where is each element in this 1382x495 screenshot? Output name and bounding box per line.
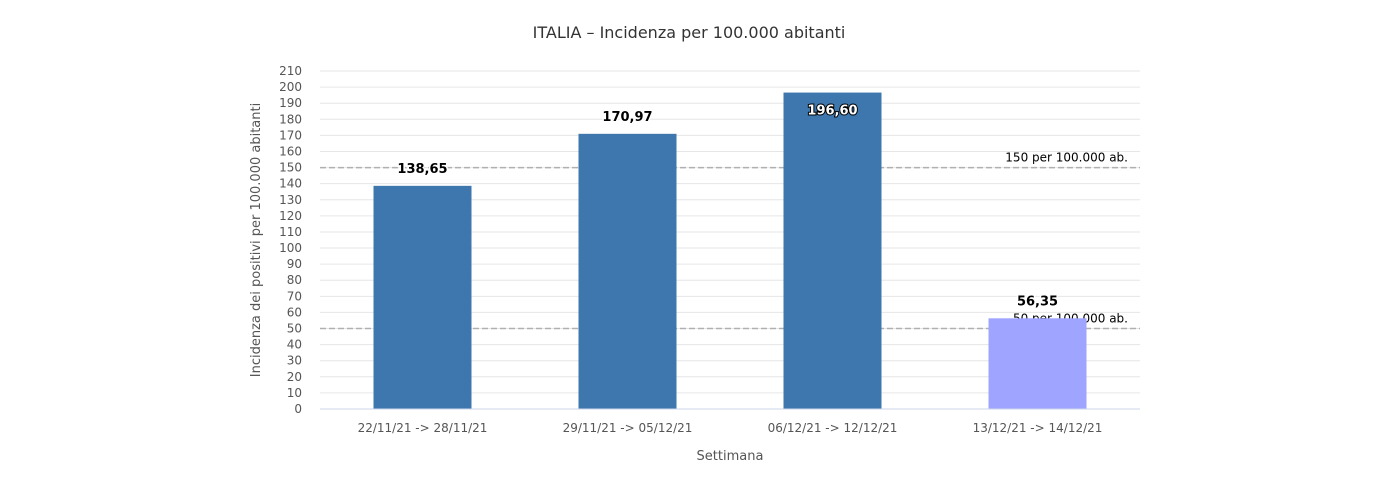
x-tick-label: 22/11/21 -> 28/11/21 <box>358 421 488 435</box>
y-tick-label: 140 <box>279 177 302 191</box>
y-tick-label: 20 <box>287 370 302 384</box>
y-tick-label: 0 <box>294 402 302 416</box>
y-tick-label: 50 <box>287 322 302 336</box>
bar[interactable] <box>988 318 1087 409</box>
x-axis-title: Settimana <box>697 449 764 464</box>
data-labels: 138,65 170,97 196,60 56,35 <box>396 103 1060 311</box>
data-label: 138,65 <box>397 162 447 177</box>
y-tick-label: 70 <box>287 289 302 303</box>
bar[interactable] <box>578 133 677 410</box>
y-tick-label: 190 <box>279 96 302 110</box>
y-tick-label: 60 <box>287 305 302 319</box>
x-axis: 22/11/21 -> 28/11/21 29/11/21 -> 05/12/21… <box>320 408 1140 435</box>
y-tick-label: 110 <box>279 225 302 239</box>
bars <box>373 92 1087 410</box>
reference-line-label: 150 per 100.000 ab. <box>1005 151 1128 165</box>
y-tick-label: 180 <box>279 112 302 126</box>
y-tick-label: 210 <box>279 64 302 78</box>
y-tick-label: 30 <box>287 354 302 368</box>
chart-title: ITALIA – Incidenza per 100.000 abitanti <box>533 23 846 42</box>
y-tick-label: 10 <box>287 386 302 400</box>
bar[interactable] <box>783 92 882 409</box>
y-tick-label: 40 <box>287 338 302 352</box>
y-tick-label: 90 <box>287 257 302 271</box>
y-axis-title: Incidenza dei positivi per 100.000 abita… <box>249 103 264 377</box>
data-label: 56,35 <box>1017 294 1058 309</box>
y-tick-label: 170 <box>279 128 302 142</box>
x-tick-label: 13/12/21 -> 14/12/21 <box>973 421 1103 435</box>
y-tick-label: 150 <box>279 161 302 175</box>
x-tick-label: 06/12/21 -> 12/12/21 <box>768 421 898 435</box>
y-tick-label: 80 <box>287 273 302 287</box>
y-tick-label: 160 <box>279 144 302 158</box>
bar[interactable] <box>373 185 472 409</box>
y-axis: 0 10 20 30 40 50 60 70 80 90 100 110 120 130 140 150 160… <box>279 64 302 416</box>
y-tick-label: 120 <box>279 209 302 223</box>
y-tick-label: 130 <box>279 193 302 207</box>
y-tick-label: 200 <box>279 80 302 94</box>
data-label: 196,60 <box>807 104 857 119</box>
y-tick-label: 100 <box>279 241 302 255</box>
x-tick-label: 29/11/21 -> 05/12/21 <box>563 421 693 435</box>
data-label: 170,97 <box>602 110 652 125</box>
